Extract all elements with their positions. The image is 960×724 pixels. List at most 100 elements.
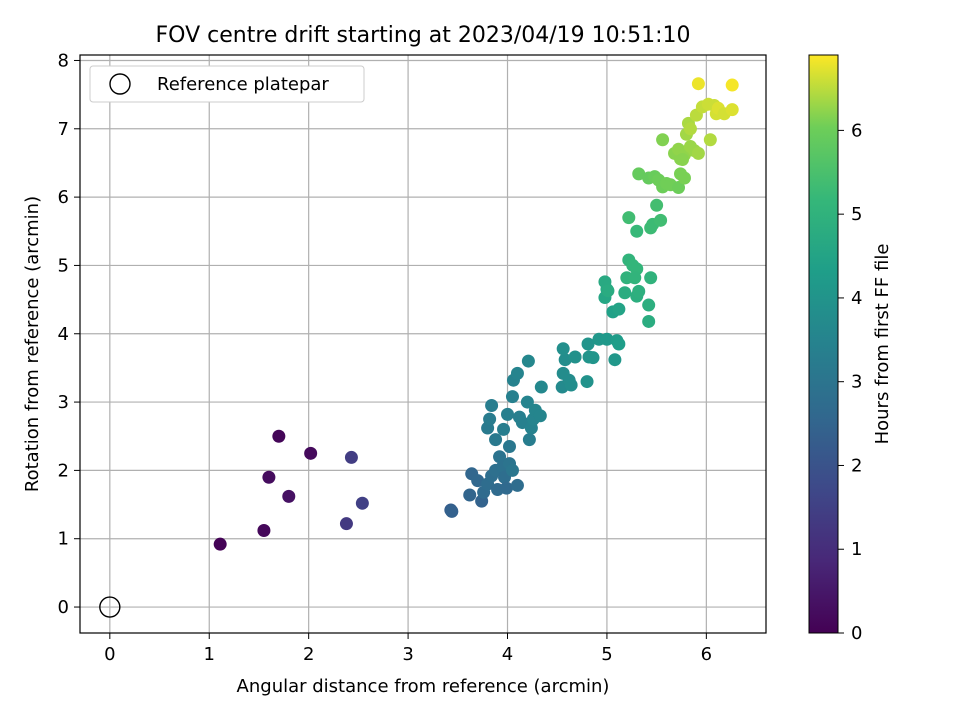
x-tick-label: 5: [601, 644, 612, 665]
legend-label: Reference platepar: [157, 74, 329, 95]
data-point: [522, 433, 536, 447]
x-tick-label: 3: [402, 644, 413, 665]
colorbar-tick-label: 3: [851, 372, 862, 393]
colorbar-gradient: [808, 54, 839, 634]
y-tick-label: 1: [58, 529, 69, 550]
data-point: [672, 181, 686, 195]
data-point: [725, 78, 739, 92]
data-points: [213, 77, 739, 551]
data-point: [642, 314, 656, 328]
plot-area-frame: [79, 54, 767, 634]
data-point: [272, 429, 286, 443]
legend: Reference platepar: [89, 65, 365, 103]
reference-marker-layer: [99, 596, 121, 618]
grid: [80, 55, 766, 633]
reference-platepar-marker: [99, 596, 121, 618]
data-point: [471, 474, 485, 488]
data-point: [568, 350, 582, 364]
data-point: [675, 153, 689, 167]
data-point: [556, 342, 570, 356]
y-tick-label: 7: [58, 119, 69, 140]
data-point: [213, 537, 227, 551]
x-axis-ticks: 0 1 2 3 4 5 6: [104, 633, 712, 665]
legend-box: [89, 65, 365, 103]
data-point: [505, 463, 519, 477]
y-tick-label: 6: [58, 187, 69, 208]
data-point: [703, 133, 717, 147]
colorbar-tick-label: 5: [851, 204, 862, 225]
colorbar-ticks: 0 1 2 3 4 5 6: [838, 120, 862, 644]
y-tick-label: 0: [58, 597, 69, 618]
data-point: [355, 496, 369, 510]
data-point: [262, 470, 276, 484]
data-point: [493, 450, 507, 464]
data-point: [612, 337, 626, 351]
data-point: [642, 298, 656, 312]
data-point: [656, 133, 670, 147]
x-tick-label: 0: [104, 644, 115, 665]
data-point: [600, 332, 614, 346]
chart-title: FOV centre drift starting at 2023/04/19 …: [156, 23, 691, 48]
data-point: [601, 284, 615, 298]
data-point: [510, 478, 524, 492]
data-point: [502, 439, 516, 453]
data-point: [520, 395, 534, 409]
y-axis-label: Rotation from reference (arcmin): [22, 196, 43, 492]
data-point: [691, 146, 705, 160]
data-point: [485, 398, 499, 412]
colorbar-tick-label: 6: [851, 120, 862, 141]
data-point: [489, 433, 503, 447]
data-point: [683, 122, 697, 136]
data-point: [618, 286, 632, 300]
colorbar: 0 1 2 3 4 5 6 Hours from first FF file: [808, 54, 893, 644]
data-point: [483, 412, 497, 426]
data-point: [581, 337, 595, 351]
legend-reference-marker: [109, 73, 131, 95]
colorbar-label: Hours from first FF file: [872, 244, 893, 445]
data-point: [521, 354, 535, 368]
y-axis-ticks: 0 1 2 3 4 5 6 7 8: [58, 50, 80, 618]
data-point: [304, 446, 318, 460]
data-point: [644, 271, 658, 285]
colorbar-tick-label: 4: [851, 288, 862, 309]
data-point: [501, 407, 515, 421]
data-point: [497, 422, 511, 436]
x-axis-label: Angular distance from reference (arcmin): [237, 676, 610, 697]
data-point: [608, 353, 622, 367]
y-tick-label: 2: [58, 460, 69, 481]
x-tick-label: 4: [502, 644, 513, 665]
data-point: [510, 366, 524, 380]
data-point: [344, 450, 358, 464]
data-point: [257, 524, 271, 538]
data-point: [677, 171, 691, 185]
data-point: [632, 167, 646, 181]
data-point: [500, 481, 514, 495]
data-point: [580, 375, 594, 389]
data-point: [654, 213, 668, 227]
data-point: [632, 284, 646, 298]
data-point: [533, 409, 547, 423]
data-point: [445, 504, 459, 518]
x-tick-label: 2: [303, 644, 314, 665]
colorbar-tick-label: 0: [851, 623, 862, 644]
colorbar-tick-label: 2: [851, 455, 862, 476]
data-point: [282, 489, 296, 503]
data-point: [558, 353, 572, 367]
y-tick-label: 4: [58, 324, 69, 345]
y-tick-label: 3: [58, 392, 69, 413]
data-point: [564, 378, 578, 392]
x-tick-label: 1: [204, 644, 215, 665]
data-point: [650, 198, 664, 212]
y-tick-label: 5: [58, 255, 69, 276]
data-point: [586, 351, 600, 365]
data-point: [691, 77, 705, 91]
data-point: [463, 488, 477, 502]
data-point: [622, 211, 636, 225]
data-point: [630, 224, 644, 238]
colorbar-tick-label: 1: [851, 539, 862, 560]
data-point: [628, 271, 642, 285]
data-point: [534, 380, 548, 394]
data-point: [725, 103, 739, 117]
